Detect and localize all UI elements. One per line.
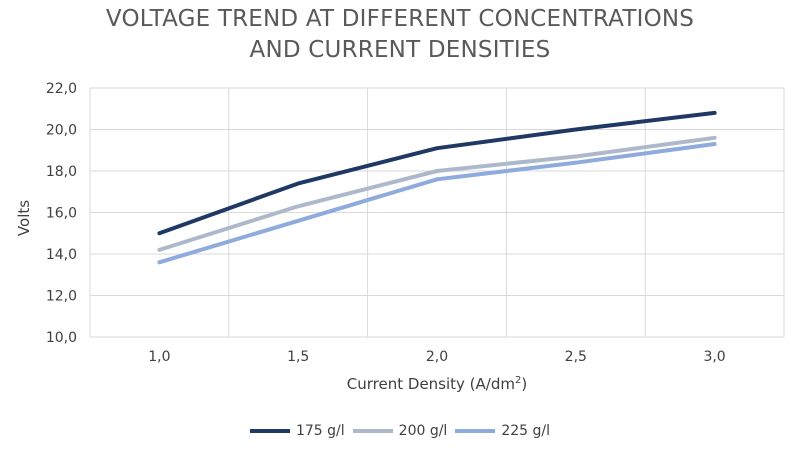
x-tick-label: 2,5 (565, 349, 587, 365)
legend-item-225: 225 g/l (455, 423, 550, 439)
gridlines (89, 87, 785, 338)
series-lines (157, 110, 717, 265)
y-tick-label: 22,0 (46, 81, 77, 97)
legend-label-225: 225 g/l (501, 423, 550, 439)
x-tick-label: 2,0 (426, 349, 448, 365)
y-tick-label: 20,0 (46, 123, 77, 139)
x-axis-label-sup: 2 (515, 375, 521, 386)
legend-label-200: 200 g/l (398, 423, 448, 439)
chart-title-line-2: AND CURRENT DENSITIES (249, 37, 551, 63)
legend: 175 g/l 200 g/l 225 g/l (0, 423, 800, 439)
y-axis-ticks: 10,0 12,0 14,0 16,0 18,0 20,0 22,0 (46, 81, 77, 346)
legend-swatch-200 (352, 429, 393, 433)
y-tick-label: 12,0 (46, 289, 77, 305)
legend-swatch-175 (249, 429, 290, 433)
series-line-175gl (157, 110, 717, 236)
y-tick-label: 16,0 (46, 206, 77, 222)
x-axis-ticks: 1,0 1,5 2,0 2,5 3,0 (148, 349, 725, 365)
x-axis-label-end: ) (521, 375, 527, 393)
y-tick-label: 14,0 (46, 247, 77, 263)
legend-item-200: 200 g/l (352, 423, 448, 439)
legend-swatch-225 (455, 429, 496, 433)
chart-title-line-1: VOLTAGE TREND AT DIFFERENT CONCENTRATION… (105, 6, 695, 32)
x-axis-label-main: Current Density (A/dm (347, 375, 515, 393)
y-tick-label: 18,0 (46, 164, 77, 180)
x-tick-label: 1,0 (148, 349, 170, 365)
x-tick-label: 3,0 (703, 349, 725, 365)
x-tick-label: 1,5 (287, 349, 309, 365)
series-line-225gl (157, 142, 717, 265)
series-line-200gl (157, 135, 717, 252)
x-axis-label: Current Density (A/dm2) (347, 375, 527, 393)
legend-item-175: 175 g/l (249, 423, 345, 439)
y-tick-label: 10,0 (46, 330, 77, 346)
legend-label-175: 175 g/l (295, 423, 345, 439)
chart-title: VOLTAGE TREND AT DIFFERENT CONCENTRATION… (0, 4, 800, 66)
y-axis-label: Volts (15, 200, 33, 236)
